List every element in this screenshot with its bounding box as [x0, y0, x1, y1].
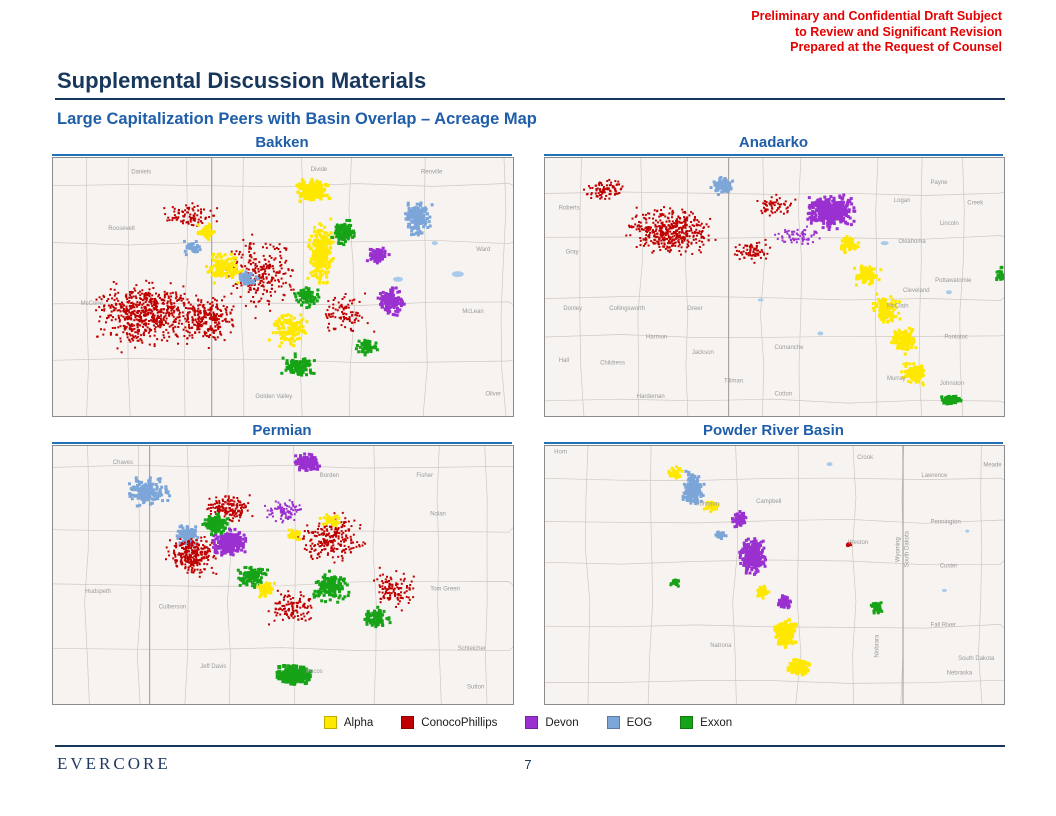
svg-text:Divide: Divide: [311, 167, 328, 173]
svg-text:Johnston: Johnston: [940, 381, 964, 387]
svg-text:Jackson: Jackson: [692, 350, 714, 356]
svg-text:McCone: McCone: [81, 301, 104, 307]
permian-title-rule: [52, 442, 512, 444]
svg-text:Roosevelt: Roosevelt: [108, 226, 135, 232]
svg-text:Oklahoma: Oklahoma: [898, 239, 926, 245]
bakken-map-title: Bakken: [255, 134, 309, 151]
svg-text:Tillman: Tillman: [724, 378, 743, 384]
svg-text:Murray: Murray: [887, 376, 906, 382]
bakken-title-rule: [52, 154, 512, 156]
eog-swatch-icon: [606, 716, 620, 729]
legend: Alpha ConocoPhillips Devon EOG Exxon: [0, 716, 1056, 729]
footer-divider: [55, 745, 1005, 747]
anadarko-map: Roberts Gray Payne Logan Creek Lincoln Oklahom…: [544, 157, 1005, 417]
confidential-line-3: Prepared at the Request of Counsel: [790, 40, 1002, 54]
legend-label-devon: Devon: [545, 716, 579, 729]
svg-text:Hardeman: Hardeman: [637, 394, 665, 400]
confidential-line-2: to Review and Significant Revision: [795, 24, 1002, 39]
page-title: Supplemental Discussion Materials: [57, 68, 427, 93]
svg-text:Golden Valley: Golden Valley: [255, 394, 292, 400]
bakken-map: Daniels Divide Renville Roosevelt Ward McCone…: [52, 157, 514, 417]
svg-text:Collingsworth: Collingsworth: [609, 306, 645, 312]
powder-river-map-block: Powder River Basin Horn Crook Lawrence Mead…: [544, 422, 1005, 705]
anadarko-map-title: Anadarko: [738, 134, 809, 151]
svg-text:Greer: Greer: [687, 306, 702, 312]
anadarko-title-rule: [544, 154, 1003, 156]
svg-text:Creek: Creek: [967, 200, 983, 206]
svg-text:Cotton: Cotton: [775, 391, 793, 397]
page-number: 7: [524, 757, 532, 772]
powder-river-title-rule: [544, 442, 1003, 444]
alpha-swatch-icon: [323, 716, 337, 729]
section-subtitle: Large Capitalization Peers with Basin Ov…: [57, 110, 537, 128]
svg-text:Lincoln: Lincoln: [940, 221, 959, 227]
svg-text:Pontotoc: Pontotoc: [944, 335, 968, 341]
legend-item-devon: Devon: [525, 716, 579, 729]
svg-text:Cleveland: Cleveland: [903, 288, 930, 294]
title-divider: [55, 98, 1005, 100]
anadarko-map-block: Anadarko Roberts Gray Payne Logan Creek Linco…: [544, 134, 1005, 417]
svg-text:Payne: Payne: [931, 180, 949, 186]
legend-label-alpha: Alpha: [343, 716, 374, 729]
legend-label-eog: EOG: [626, 716, 653, 729]
svg-text:Comanche: Comanche: [775, 345, 805, 351]
svg-text:Gray: Gray: [566, 249, 579, 255]
confidential-notice: Preliminary and Confidential Draft Subje…: [751, 9, 1002, 56]
svg-text:McLean: McLean: [462, 309, 483, 315]
svg-text:Hall: Hall: [559, 358, 569, 364]
legend-item-eog: EOG: [606, 716, 653, 729]
legend-item-alpha: Alpha: [323, 716, 374, 729]
conocophillips-swatch-icon: [401, 716, 415, 729]
svg-text:Logan: Logan: [894, 198, 911, 204]
svg-text:Oliver: Oliver: [485, 391, 501, 397]
svg-text:Roberts: Roberts: [559, 206, 580, 212]
legend-label-exxon: Exxon: [700, 716, 733, 729]
powder-river-map-title: Powder River Basin: [703, 422, 844, 439]
legend-item-conocophillips: ConocoPhillips: [401, 716, 497, 729]
permian-map-title: Permian: [252, 422, 312, 439]
svg-text:Daniels: Daniels: [131, 170, 151, 176]
bakken-map-block: Bakken Daniels Divide Renville Roosevelt War…: [52, 134, 514, 417]
legend-item-exxon: Exxon: [680, 716, 732, 729]
confidential-line-1: Preliminary and Confidential Draft Subje…: [751, 9, 1002, 23]
svg-text:Ward: Ward: [476, 247, 490, 253]
svg-text:Harmon: Harmon: [646, 335, 667, 341]
svg-text:Donley: Donley: [563, 306, 582, 312]
svg-text:Childress: Childress: [600, 360, 625, 366]
evercore-logo: EVERCORE: [57, 754, 171, 773]
exxon-swatch-icon: [680, 716, 694, 729]
legend-label-conocophillips: ConocoPhillips: [421, 716, 498, 729]
devon-swatch-icon: [525, 716, 539, 729]
svg-text:Renville: Renville: [421, 170, 443, 176]
permian-map-block: Permian Chaves Borden Fisher Nolan Tom Green…: [52, 422, 514, 705]
svg-text:Pottawatomie: Pottawatomie: [935, 278, 972, 284]
svg-text:McClain: McClain: [887, 304, 909, 310]
